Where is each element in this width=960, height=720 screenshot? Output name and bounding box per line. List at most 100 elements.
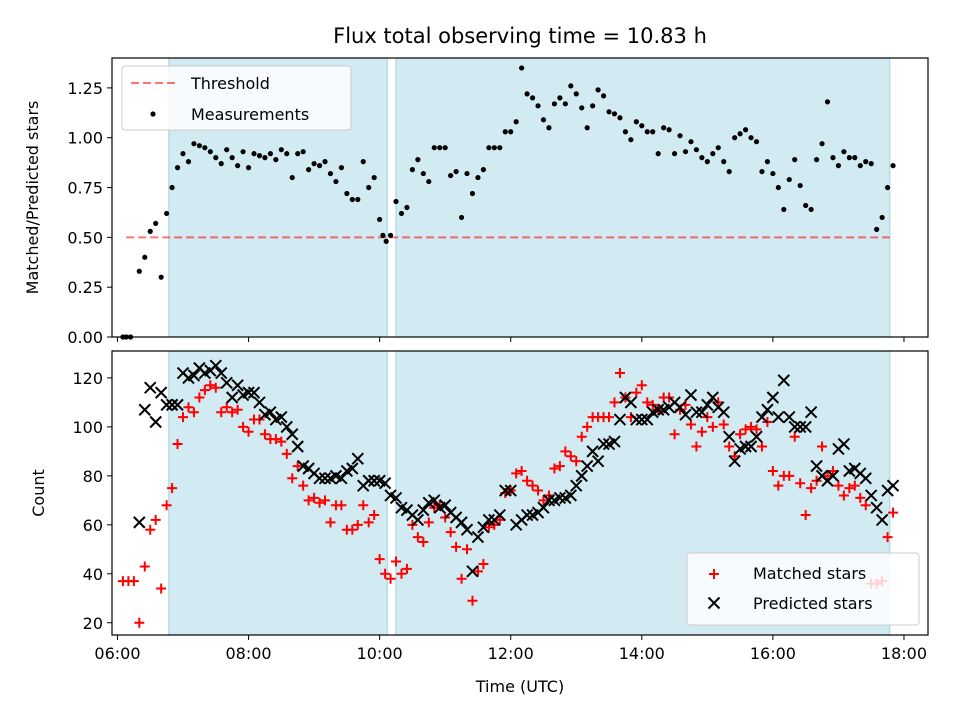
measurement-point <box>458 214 465 221</box>
matched-star-point <box>806 483 817 494</box>
measurement-point <box>448 172 454 179</box>
matched-star-point <box>309 492 320 503</box>
predicted-star-point <box>165 398 179 412</box>
measurement-point <box>142 254 148 260</box>
measurement-point <box>158 274 164 280</box>
series-predicted-stars <box>133 359 900 578</box>
x-tick-label: 18:00 <box>881 644 927 663</box>
matched-star-point <box>800 510 811 521</box>
predicted-star-point <box>695 405 709 419</box>
predicted-star-point <box>553 491 567 505</box>
matched-star-point <box>822 470 833 481</box>
matched-star-point <box>150 514 161 525</box>
measurement-point <box>775 184 781 191</box>
matched-star-point <box>789 431 800 442</box>
measurement-point <box>671 151 678 157</box>
y-tick-label: 1.00 <box>67 129 103 148</box>
measurement-point <box>551 101 558 107</box>
matched-star-point <box>292 461 303 472</box>
measurement-point <box>568 83 574 89</box>
y-tick-label: 80 <box>83 467 103 486</box>
predicted-star-point <box>133 516 146 529</box>
measurement-point <box>781 206 787 213</box>
predicted-star-point <box>215 366 228 380</box>
matched-star-point <box>462 544 473 555</box>
matched-star-point <box>576 431 587 442</box>
matched-star-point <box>134 617 145 628</box>
legend-matched-swatch <box>709 569 719 579</box>
measurement-point <box>813 157 820 163</box>
predicted-star-point <box>351 452 364 465</box>
measurement-point <box>797 182 803 189</box>
predicted-star-point <box>766 391 780 404</box>
matched-star-point <box>167 483 178 494</box>
predicted-star-point <box>744 440 758 453</box>
measurement-point <box>721 159 727 165</box>
observing-period-band <box>168 351 388 635</box>
measurement-point <box>726 168 732 175</box>
measurement-point <box>273 157 279 163</box>
matched-star-point <box>784 470 795 481</box>
matched-star-point <box>740 424 751 435</box>
measurement-point <box>300 149 306 155</box>
predicted-star-point <box>537 501 550 514</box>
matched-star-point <box>467 595 478 606</box>
measurement-point <box>147 228 153 234</box>
legend-threshold-label: Threshold <box>190 74 270 93</box>
measurement-point <box>628 137 634 143</box>
predicted-star-point <box>280 420 293 434</box>
matched-star-point <box>145 524 156 535</box>
legend-measurements-label: Measurements <box>191 105 309 124</box>
predicted-star-point <box>772 410 785 424</box>
measurement-point <box>453 168 459 175</box>
matched-star-point <box>691 441 702 452</box>
legend-box <box>121 65 352 131</box>
predicted-star-point <box>335 472 348 485</box>
measurement-point <box>235 163 241 169</box>
matched-star-point <box>391 556 402 567</box>
matched-star-point <box>472 566 483 577</box>
measurement-point <box>322 159 328 165</box>
matched-star-point <box>888 507 899 518</box>
matched-star-point <box>636 380 647 391</box>
predicted-star-point <box>886 479 900 492</box>
predicted-star-point <box>154 386 168 399</box>
x-tick-label: 14:00 <box>619 644 665 663</box>
measurement-point <box>366 184 372 191</box>
measurement-point <box>224 147 230 153</box>
predicted-star-point <box>367 474 381 487</box>
measurement-point <box>344 190 350 197</box>
matched-star-point <box>746 421 757 432</box>
matched-star-point <box>571 456 582 467</box>
matched-star-point <box>527 480 538 491</box>
predicted-star-point <box>482 513 496 527</box>
measurement-point <box>513 119 519 125</box>
measurement-point <box>748 135 754 141</box>
predicted-star-point <box>870 501 883 514</box>
predicted-star-point <box>362 474 375 487</box>
measurement-point <box>622 129 629 135</box>
matched-star-point <box>128 576 139 587</box>
predicted-star-point <box>455 516 468 529</box>
measurement-point <box>699 155 705 161</box>
measurement-point <box>770 170 776 177</box>
matched-star-point <box>303 495 314 506</box>
measurement-point <box>546 125 552 131</box>
measurement-point <box>207 149 213 155</box>
measurement-point <box>202 145 208 151</box>
predicted-star-point <box>641 413 654 426</box>
predicted-star-point <box>231 379 244 392</box>
predicted-star-point <box>783 410 796 424</box>
measurement-point <box>256 153 263 159</box>
matched-star-point <box>396 568 407 579</box>
predicted-star-point <box>761 403 774 416</box>
matched-star-point <box>696 426 707 437</box>
measurement-point <box>524 91 530 97</box>
measurement-point <box>639 123 645 129</box>
predicted-star-point <box>499 484 512 497</box>
predicted-star-point <box>608 435 621 448</box>
measurement-point <box>491 145 497 151</box>
y-tick-label: 20 <box>83 614 103 633</box>
measurement-point <box>475 174 481 181</box>
measurement-point <box>387 232 394 238</box>
